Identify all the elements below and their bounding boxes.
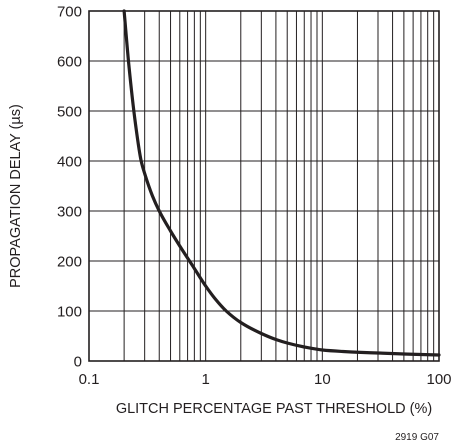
x-tick-label: 10 (314, 371, 331, 388)
grid-lines (89, 11, 439, 361)
y-tick-label: 700 (57, 4, 82, 21)
series-line (122, 9, 441, 357)
figure-code: 2919 G07 (395, 432, 439, 443)
y-tick-label: 300 (57, 204, 82, 221)
y-tick-label: 500 (57, 104, 82, 121)
x-axis-title: GLITCH PERCENTAGE PAST THRESHOLD (%) (116, 401, 432, 417)
y-tick-label: 600 (57, 54, 82, 71)
x-tick-label: 1 (201, 371, 209, 388)
tick-labels: 0 100 200 300 400 500 600 700 0.1 1 10 100 (57, 4, 452, 389)
y-axis-title: PROPAGATION DELAY (µs) (8, 104, 24, 288)
y-tick-label: 400 (57, 154, 82, 171)
series-line-group (122, 9, 441, 357)
y-tick-label: 0 (74, 354, 82, 371)
y-tick-label: 100 (57, 304, 82, 321)
x-tick-label: 0.1 (79, 371, 100, 388)
y-tick-label: 200 (57, 254, 82, 271)
plot-frame (88, 10, 440, 362)
x-tick-label: 100 (426, 371, 451, 388)
